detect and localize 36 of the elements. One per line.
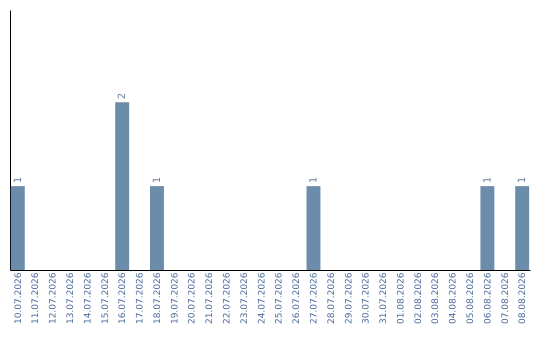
x-tick-label: 28.07.2026 (326, 272, 337, 324)
x-tick-label: 04.08.2026 (448, 272, 459, 324)
x-tick-label: 05.08.2026 (466, 272, 476, 324)
x-tick-label: 06.08.2026 (483, 272, 494, 324)
x-tick-label: 31.07.2026 (379, 272, 390, 324)
x-tick-label: 22.07.2026 (222, 272, 233, 324)
x-tick-label: 10.07.2026 (14, 272, 24, 324)
x-tick-label: 07.08.2026 (500, 272, 511, 324)
x-tick-label: 23.07.2026 (240, 272, 250, 324)
x-tick-label: 01.08.2026 (396, 272, 406, 324)
x-tick-label: 15.07.2026 (100, 272, 111, 324)
x-tick-label: 12.07.2026 (48, 272, 59, 324)
x-tick-label: 26.07.2026 (292, 272, 302, 324)
data-label: 1 (152, 176, 163, 184)
x-tick-label: 20.07.2026 (188, 272, 198, 324)
x-tick-label: 27.07.2026 (309, 272, 320, 324)
x-tick-label: 21.07.2026 (205, 272, 216, 324)
x-tick-label: 13.07.2026 (66, 272, 76, 324)
data-label: 1 (12, 176, 24, 184)
x-tick-label: 30.07.2026 (362, 272, 372, 324)
x-tick-label: 03.08.2026 (431, 272, 442, 324)
data-label: 1 (482, 176, 494, 184)
data-label: 2 (117, 92, 128, 100)
x-tick-label: 08.08.2026 (518, 272, 528, 324)
x-tick-label: 25.07.2026 (274, 272, 285, 324)
x-tick-label: 19.07.2026 (170, 272, 180, 324)
x-tick-label: 29.07.2026 (344, 272, 354, 324)
data-label: 1 (308, 176, 320, 184)
data-label: 1 (517, 176, 528, 184)
x-tick-label: 18.07.2026 (152, 272, 163, 324)
x-tick-label: 16.07.2026 (118, 272, 128, 324)
x-tick-label: 24.07.2026 (257, 272, 268, 324)
x-tick-label: 02.08.2026 (414, 272, 424, 324)
x-tick-label: 11.07.2026 (31, 272, 42, 324)
x-tick-label: 14.07.2026 (83, 272, 94, 324)
x-tick-label: 17.07.2026 (136, 272, 146, 324)
